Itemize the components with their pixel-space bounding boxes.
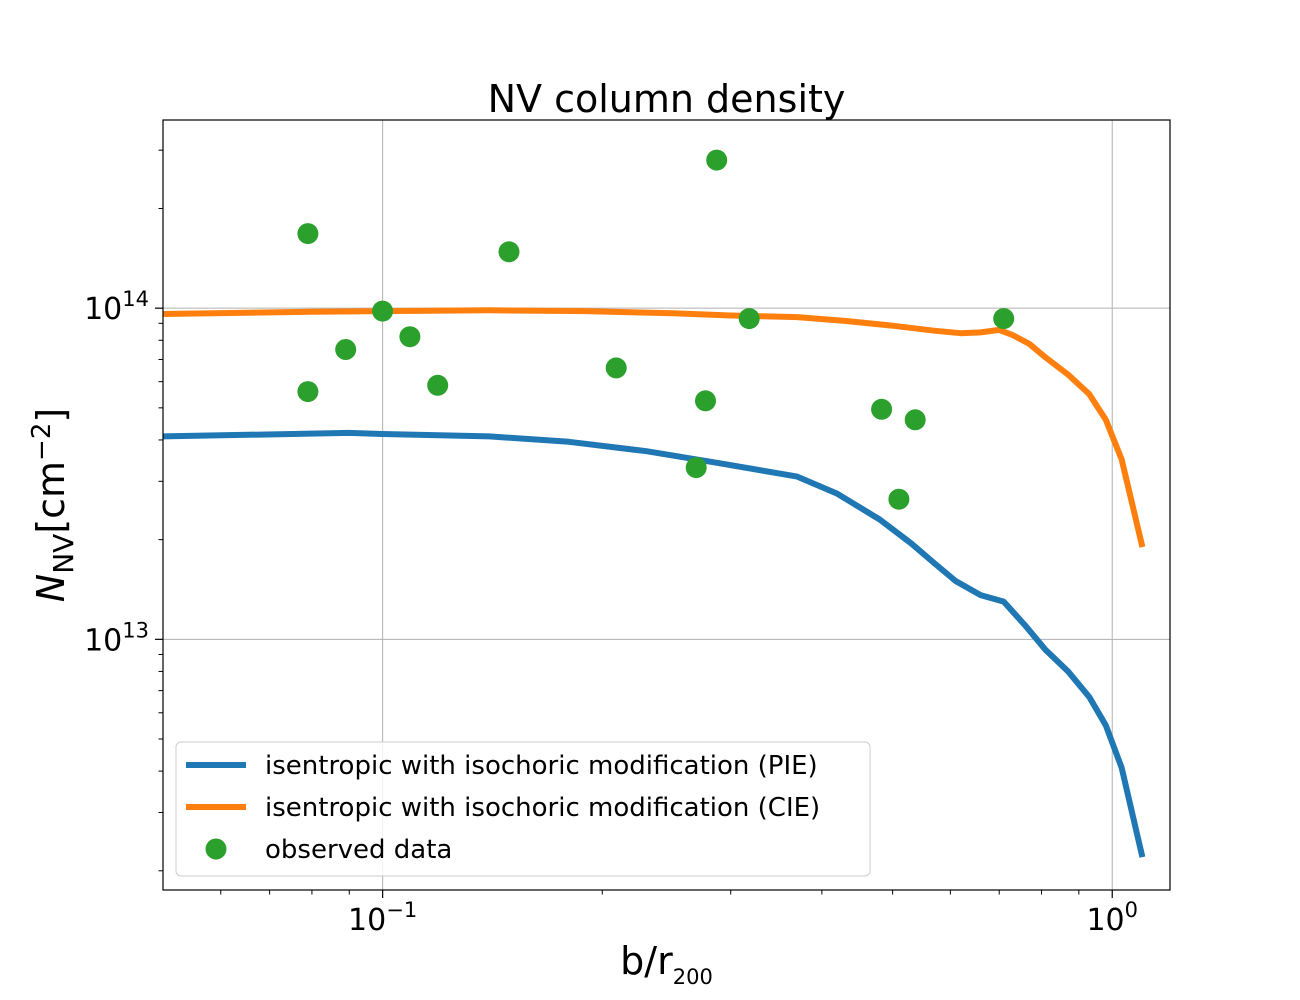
legend: isentropic with isochoric modification (…	[175, 741, 871, 877]
legend-box	[175, 741, 871, 877]
legend-label-cie: isentropic with isochoric modification (…	[265, 793, 820, 823]
plot-frame	[162, 119, 1171, 891]
legend-label-observed: observed data	[265, 835, 452, 865]
plot-series	[163, 149, 1146, 858]
observed-data-point	[888, 488, 910, 510]
observed-data-point	[605, 357, 627, 379]
axis-ticks: 10−1 100 1013 1014	[84, 149, 1138, 938]
x-tick-label: 100	[1086, 898, 1138, 938]
y-tick-label: 1014	[84, 287, 149, 327]
observed-data-point	[685, 457, 707, 479]
observed-data-point	[297, 381, 319, 403]
observed-data-point	[706, 149, 728, 171]
x-tick-label: 10−1	[348, 898, 417, 938]
observed-data-point	[372, 300, 394, 322]
x-axis-label: b/r200	[620, 939, 713, 989]
observed-data-point	[871, 398, 893, 420]
chart-title: NV column density	[488, 77, 846, 121]
observed-data-point	[335, 339, 357, 360]
series-line-pie	[163, 429, 1146, 858]
observed-data-point	[297, 223, 319, 245]
observed-data-point	[904, 409, 926, 431]
y-axis-label: NNV[cm−2]	[27, 408, 80, 602]
observed-data-point	[399, 326, 421, 348]
series-line-cie	[163, 307, 1146, 548]
observed-data-point	[498, 241, 520, 263]
y-tick-label: 1013	[84, 618, 149, 658]
observed-data-point	[993, 308, 1015, 330]
observed-data-point	[695, 390, 716, 412]
observed-data-point	[738, 308, 760, 330]
observed-data-point	[427, 374, 449, 396]
legend-label-pie: isentropic with isochoric modification (…	[265, 751, 818, 781]
legend-swatch-observed	[205, 838, 227, 860]
